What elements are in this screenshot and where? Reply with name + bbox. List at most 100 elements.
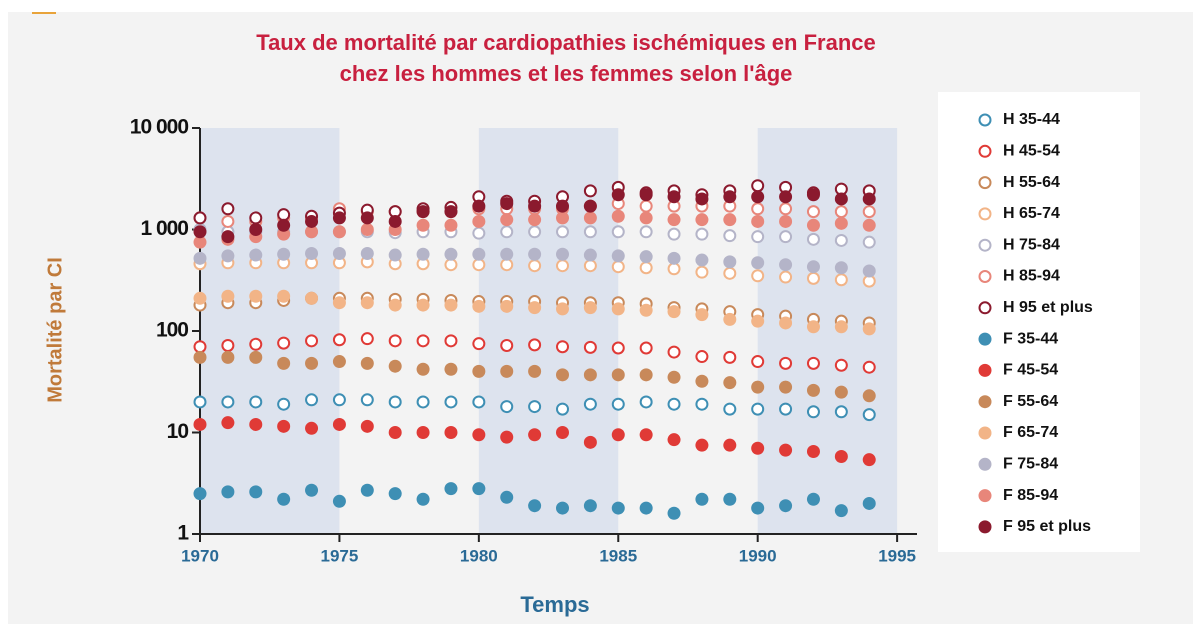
legend-label: F 95 et plus bbox=[1003, 518, 1091, 535]
data-point bbox=[528, 338, 542, 352]
data-point bbox=[249, 248, 263, 262]
data-point bbox=[388, 395, 402, 409]
chart-title: chez les hommes et les femmes selon l'âg… bbox=[340, 61, 793, 86]
data-point bbox=[695, 374, 709, 388]
data-point bbox=[583, 225, 597, 239]
data-point bbox=[751, 202, 765, 216]
data-point bbox=[416, 334, 430, 348]
data-point bbox=[611, 428, 625, 442]
legend-marker bbox=[978, 363, 992, 377]
legend-label: H 45-54 bbox=[1003, 143, 1060, 160]
data-point bbox=[751, 314, 765, 328]
data-point bbox=[193, 251, 207, 265]
data-point bbox=[332, 247, 346, 261]
data-point bbox=[779, 356, 793, 370]
legend-marker bbox=[978, 301, 992, 315]
data-point bbox=[249, 211, 263, 225]
data-point bbox=[193, 350, 207, 364]
data-point bbox=[193, 291, 207, 305]
data-point bbox=[751, 380, 765, 394]
data-point bbox=[305, 291, 319, 305]
data-point bbox=[332, 296, 346, 310]
data-point bbox=[583, 499, 597, 513]
data-point bbox=[416, 362, 430, 376]
data-point bbox=[667, 397, 681, 411]
data-point bbox=[444, 426, 458, 439]
data-point bbox=[332, 417, 346, 431]
data-point bbox=[639, 428, 653, 442]
data-point bbox=[779, 190, 793, 204]
data-point bbox=[779, 499, 793, 513]
data-point bbox=[639, 225, 653, 239]
data-point bbox=[444, 205, 458, 219]
y-tick-label: 1 bbox=[177, 522, 189, 545]
data-point bbox=[416, 205, 430, 219]
data-point bbox=[500, 197, 514, 211]
data-point bbox=[751, 355, 765, 369]
data-point bbox=[556, 426, 569, 439]
data-point bbox=[695, 397, 709, 411]
chart-title: Taux de mortalité par cardiopathies isch… bbox=[256, 30, 875, 55]
data-point bbox=[611, 260, 625, 274]
legend-marker bbox=[978, 144, 992, 158]
data-point bbox=[221, 202, 235, 216]
data-point bbox=[556, 247, 569, 261]
data-point bbox=[472, 299, 486, 313]
data-point bbox=[779, 202, 793, 216]
data-point bbox=[723, 255, 737, 269]
data-point bbox=[611, 209, 625, 223]
data-point bbox=[779, 380, 793, 394]
data-point bbox=[444, 482, 458, 496]
data-point bbox=[556, 259, 569, 273]
data-point bbox=[556, 199, 569, 213]
x-tick-label: 1985 bbox=[599, 546, 637, 565]
data-point bbox=[305, 393, 319, 407]
data-point bbox=[556, 225, 569, 239]
legend-marker bbox=[978, 207, 992, 221]
data-point bbox=[611, 225, 625, 239]
data-point bbox=[249, 485, 263, 499]
data-point bbox=[695, 350, 709, 364]
data-point bbox=[667, 506, 681, 520]
data-point bbox=[834, 192, 848, 206]
legend-marker bbox=[978, 395, 992, 409]
data-point bbox=[583, 211, 597, 225]
data-point bbox=[611, 341, 625, 355]
x-tick-label: 1990 bbox=[739, 546, 777, 565]
legend-marker bbox=[978, 176, 992, 190]
data-point bbox=[667, 227, 681, 241]
data-point bbox=[806, 356, 820, 370]
data-point bbox=[221, 416, 235, 430]
data-point bbox=[667, 262, 681, 276]
data-point bbox=[277, 419, 291, 433]
data-point bbox=[360, 247, 374, 261]
data-point bbox=[806, 218, 820, 232]
data-point bbox=[723, 213, 737, 227]
data-point bbox=[583, 301, 597, 315]
data-point bbox=[583, 368, 597, 382]
x-axis-label: Temps bbox=[520, 592, 589, 617]
data-point bbox=[360, 211, 374, 225]
legend-label: F 55-64 bbox=[1003, 393, 1058, 410]
data-point bbox=[444, 395, 458, 409]
data-point bbox=[639, 211, 653, 225]
data-point bbox=[193, 487, 207, 501]
data-point bbox=[500, 299, 514, 313]
data-point bbox=[583, 199, 597, 213]
data-point bbox=[500, 400, 514, 414]
data-point bbox=[639, 395, 653, 409]
data-point bbox=[472, 428, 486, 442]
data-point bbox=[611, 397, 625, 411]
data-point bbox=[862, 453, 876, 467]
data-point bbox=[528, 400, 542, 414]
data-point bbox=[611, 368, 625, 382]
data-point bbox=[862, 264, 876, 278]
data-point bbox=[500, 338, 514, 352]
legend-label: H 85-94 bbox=[1003, 268, 1060, 285]
legend-label: H 95 et plus bbox=[1003, 299, 1093, 316]
legend-label: H 55-64 bbox=[1003, 174, 1060, 191]
data-point bbox=[611, 249, 625, 263]
data-point bbox=[500, 213, 514, 227]
data-point bbox=[862, 389, 876, 403]
data-point bbox=[583, 184, 597, 198]
